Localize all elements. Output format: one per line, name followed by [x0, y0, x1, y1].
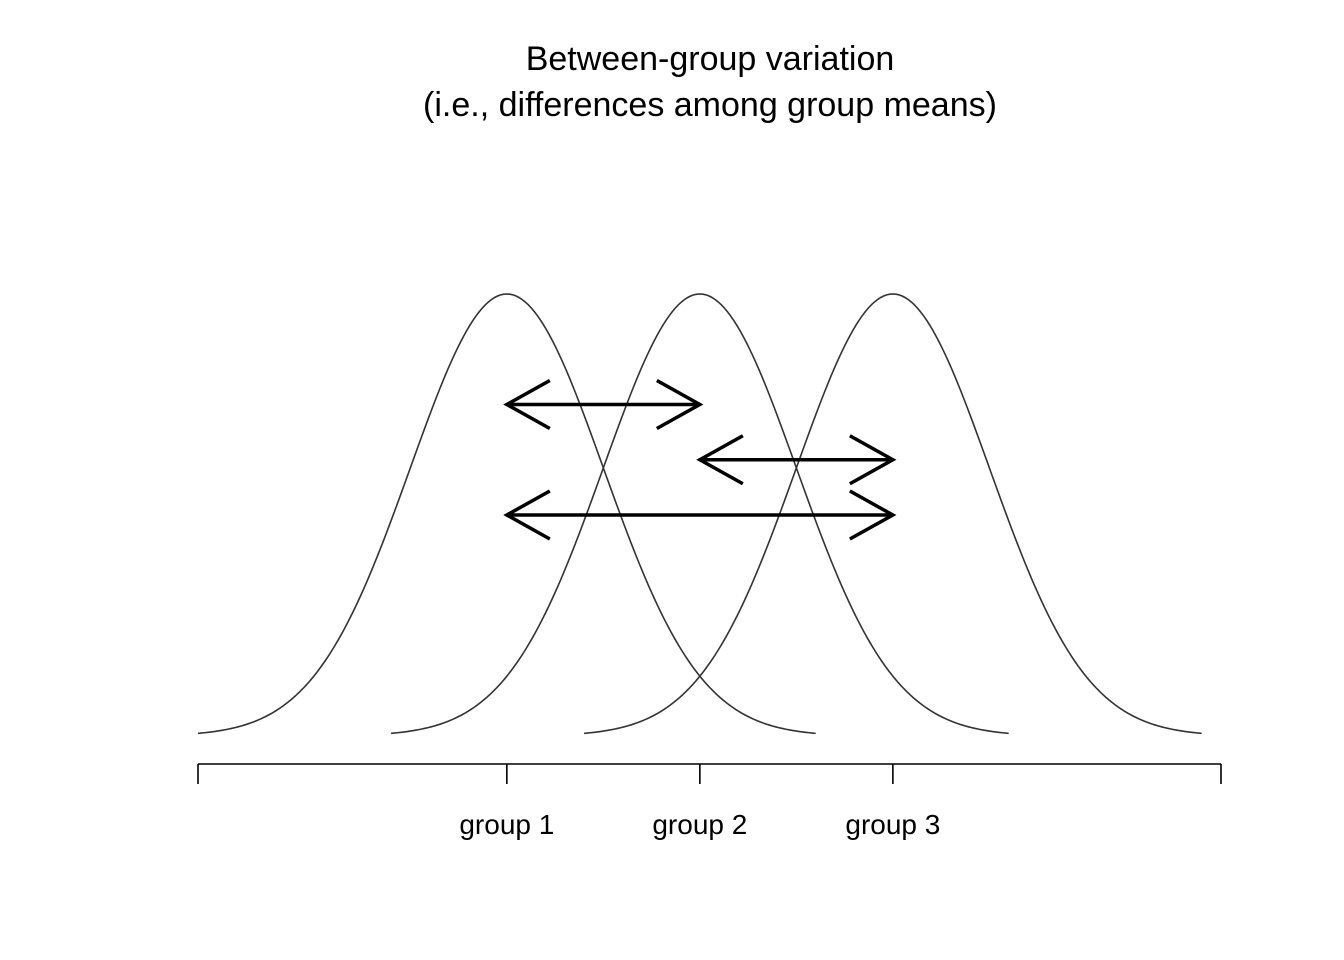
arrow-3 — [503, 489, 897, 541]
x-tick-label-2: group 2 — [652, 809, 747, 840]
density-curve-1 — [197, 293, 816, 735]
arrow-1 — [503, 378, 704, 431]
density-curves — [197, 293, 1202, 735]
density-curve-3 — [583, 293, 1202, 735]
density-curve-2 — [390, 293, 1009, 735]
x-tick-label-1: group 1 — [459, 809, 554, 840]
chart-title: Between-group variation — [526, 40, 895, 78]
x-axis: group 1 group 2 group 3 — [197, 763, 1222, 840]
arrow-2 — [696, 434, 897, 486]
chart-subtitle: (i.e., differences among group means) — [423, 86, 997, 124]
x-tick-label-3: group 3 — [845, 809, 940, 840]
mean-difference-arrows — [503, 378, 897, 541]
